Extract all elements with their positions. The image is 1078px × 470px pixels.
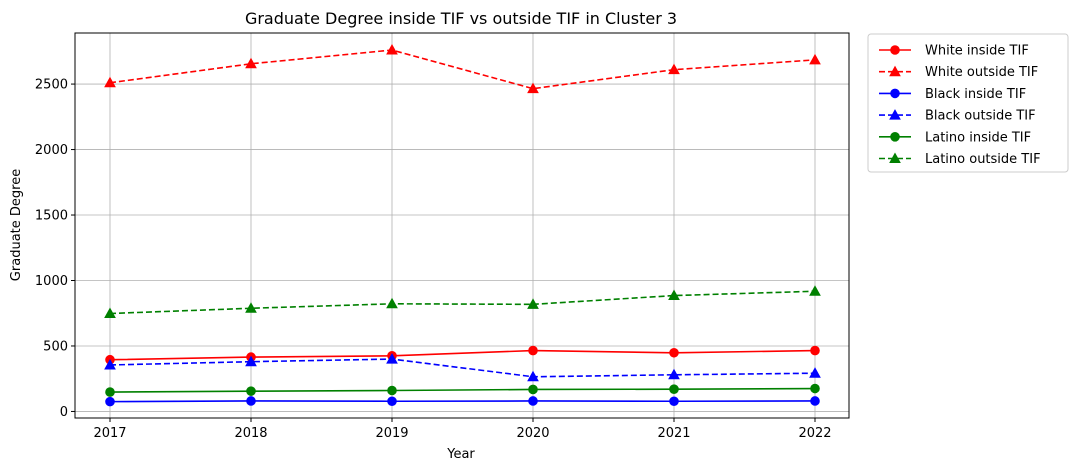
series-latino-outside-tif bbox=[104, 285, 821, 318]
data-point-black-outside-tif bbox=[386, 353, 398, 364]
x-tick-label: 2018 bbox=[234, 426, 267, 441]
legend-label: Latino outside TIF bbox=[925, 152, 1041, 167]
y-tick-label: 1500 bbox=[35, 209, 68, 224]
data-point-latino-outside-tif bbox=[668, 289, 680, 301]
series-black-inside-tif bbox=[105, 396, 820, 407]
legend-marker bbox=[889, 152, 901, 163]
data-point-black-outside-tif bbox=[245, 355, 257, 367]
data-point-white-inside-tif bbox=[669, 347, 679, 358]
plot-frame bbox=[74, 32, 850, 419]
legend-item-black-outside-tif: Black outside TIF bbox=[879, 109, 1036, 124]
legend-marker bbox=[890, 132, 900, 142]
data-point-black-inside-tif bbox=[387, 396, 397, 407]
data-point-black-inside-tif bbox=[105, 396, 115, 407]
series-line-black-inside-tif bbox=[109, 400, 816, 403]
grid bbox=[75, 33, 849, 418]
x-tick-label: 2017 bbox=[93, 426, 126, 441]
legend-label: Latino inside TIF bbox=[925, 130, 1031, 145]
data-point-black-inside-tif bbox=[528, 396, 538, 406]
y-tick-label: 500 bbox=[43, 339, 68, 354]
series-lines bbox=[104, 43, 821, 407]
legend-box bbox=[867, 33, 1069, 173]
data-point-latino-inside-tif bbox=[246, 386, 256, 396]
legend-marker bbox=[890, 88, 900, 99]
data-point-white-inside-tif bbox=[528, 345, 538, 356]
data-point-black-outside-tif bbox=[104, 358, 116, 370]
data-point-latino-outside-tif bbox=[809, 285, 821, 296]
legend-label: Black outside TIF bbox=[925, 109, 1036, 124]
data-point-latino-outside-tif bbox=[104, 307, 116, 318]
data-point-latino-outside-tif bbox=[527, 298, 539, 309]
legend-item-latino-inside-tif: Latino inside TIF bbox=[879, 130, 1031, 145]
legend-item-white-outside-tif: White outside TIF bbox=[879, 65, 1038, 80]
series-line-white-inside-tif bbox=[109, 349, 816, 361]
series-line-latino-outside-tif bbox=[109, 290, 816, 315]
data-point-white-outside-tif bbox=[245, 57, 257, 69]
data-point-black-inside-tif bbox=[810, 396, 820, 406]
legend-marker bbox=[889, 65, 901, 77]
series-line-latino-inside-tif bbox=[109, 387, 816, 393]
legend-item-black-inside-tif: Black inside TIF bbox=[879, 87, 1026, 102]
data-point-white-outside-tif bbox=[668, 63, 680, 75]
legend-label: White inside TIF bbox=[925, 44, 1029, 59]
chart-title: Graduate Degree inside TIF vs outside TI… bbox=[245, 9, 677, 28]
series-line-black-outside-tif bbox=[109, 358, 816, 378]
data-point-latino-outside-tif bbox=[386, 297, 398, 309]
data-point-black-inside-tif bbox=[669, 396, 679, 407]
data-point-black-outside-tif bbox=[668, 368, 680, 380]
data-point-latino-inside-tif bbox=[387, 385, 397, 396]
data-point-latino-inside-tif bbox=[810, 383, 820, 394]
series-white-inside-tif bbox=[105, 345, 820, 365]
axes: 2017 2018 2019 2020 2021 2022 0 500 1000 1500 2000… bbox=[35, 78, 832, 441]
y-tick-label: 1000 bbox=[35, 274, 68, 289]
data-point-black-outside-tif bbox=[527, 370, 539, 382]
legend-item-white-inside-tif: White inside TIF bbox=[879, 44, 1029, 59]
legend-item-latino-outside-tif: Latino outside TIF bbox=[879, 152, 1041, 167]
y-tick-label: 0 bbox=[60, 405, 68, 420]
data-point-black-outside-tif bbox=[809, 367, 821, 378]
data-point-white-outside-tif bbox=[809, 53, 821, 65]
data-point-latino-outside-tif bbox=[245, 302, 257, 313]
series-line-white-outside-tif bbox=[109, 49, 816, 90]
legend: White inside TIF White outside TIF Black i… bbox=[867, 33, 1069, 173]
x-tick-label: 2020 bbox=[516, 426, 549, 441]
x-tick-label: 2019 bbox=[375, 426, 408, 441]
y-tick-label: 2000 bbox=[35, 143, 68, 158]
legend-marker bbox=[889, 109, 901, 120]
data-point-latino-inside-tif bbox=[528, 384, 538, 395]
data-point-latino-inside-tif bbox=[105, 387, 115, 397]
series-white-outside-tif bbox=[104, 43, 821, 94]
legend-marker bbox=[890, 45, 900, 55]
data-point-white-outside-tif bbox=[386, 43, 398, 55]
data-point-latino-inside-tif bbox=[669, 384, 679, 394]
series-black-outside-tif bbox=[104, 353, 821, 382]
y-axis-title: Graduate Degree bbox=[9, 169, 24, 281]
y-tick-label: 2500 bbox=[35, 78, 68, 93]
data-point-white-outside-tif bbox=[104, 76, 116, 88]
legend-label: White outside TIF bbox=[925, 65, 1038, 80]
x-tick-label: 2022 bbox=[798, 426, 831, 441]
legend-label: Black inside TIF bbox=[925, 87, 1026, 102]
series-latino-inside-tif bbox=[105, 383, 820, 397]
x-tick-label: 2021 bbox=[657, 426, 690, 441]
data-point-white-inside-tif bbox=[810, 345, 820, 356]
data-point-white-outside-tif bbox=[527, 82, 539, 94]
x-axis-title: Year bbox=[446, 447, 475, 462]
data-point-black-inside-tif bbox=[246, 396, 256, 406]
